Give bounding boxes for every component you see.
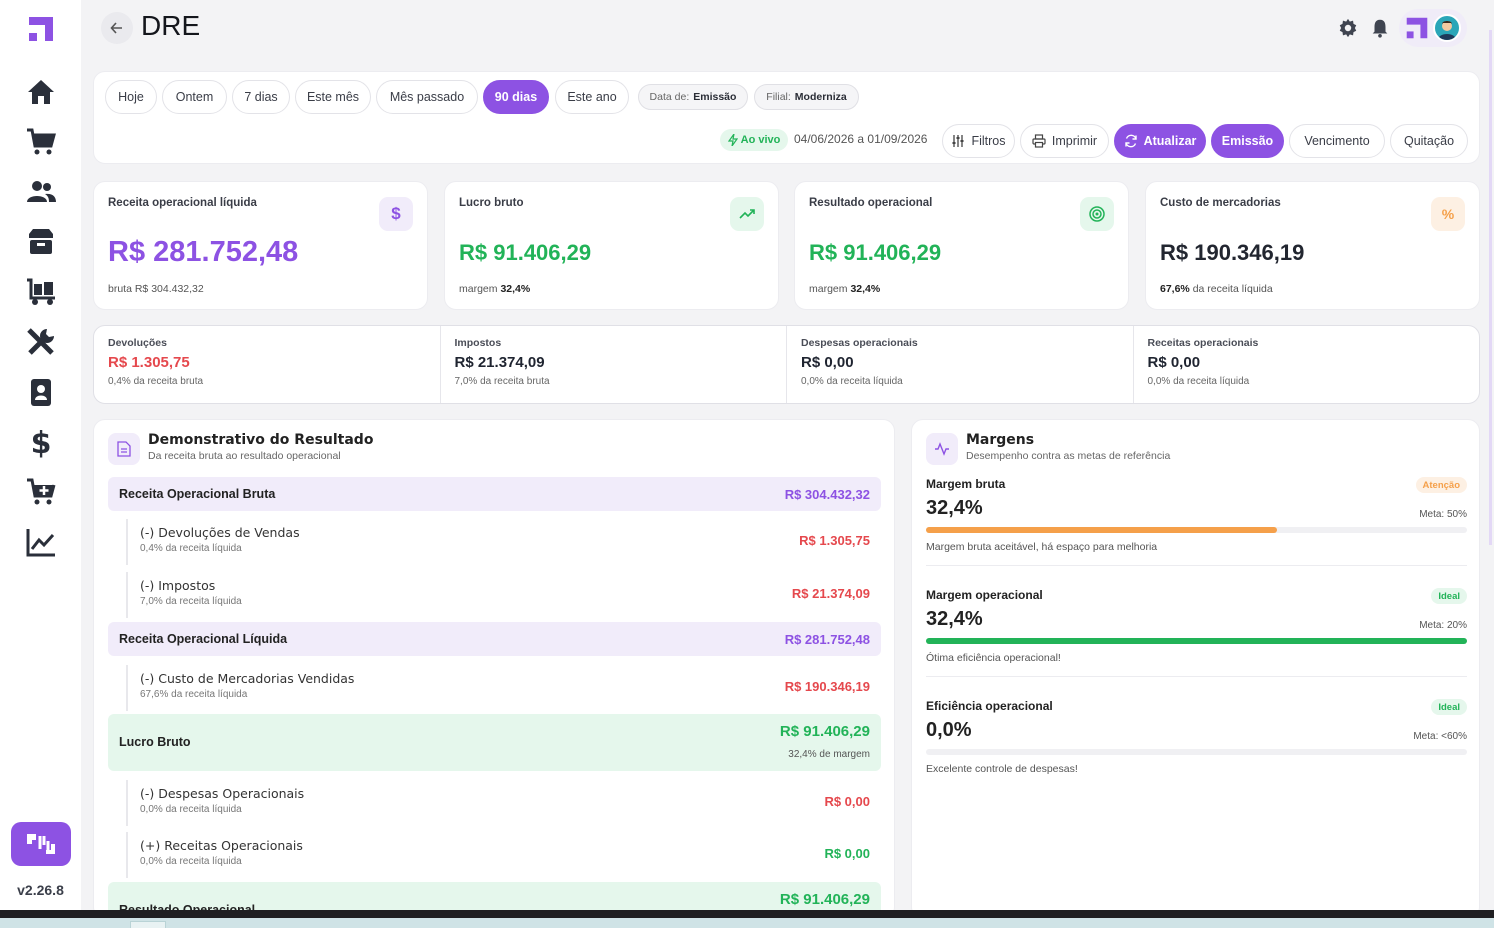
strip-devolucoes: Devoluções R$ 1.305,75 0,4% da receita b…	[94, 326, 441, 403]
scanner-button[interactable]	[11, 822, 71, 866]
kpi-sub: bruta R$ 304.432,32	[108, 283, 204, 295]
kpi-value: R$ 281.752,48	[108, 236, 299, 268]
date-range: 04/06/2026 a 01/09/2026	[794, 132, 928, 146]
progress-track	[926, 749, 1467, 755]
filters-button[interactable]: Filtros	[942, 124, 1015, 158]
home-icon[interactable]	[24, 76, 58, 108]
live-badge: Ao vivo	[720, 129, 788, 151]
printer-icon	[1032, 134, 1046, 148]
gear-icon[interactable]	[1337, 17, 1359, 39]
document-icon	[108, 433, 140, 465]
row-receitas: (+) Receitas Operacionais 0,0% da receit…	[126, 832, 881, 878]
cart-icon[interactable]	[24, 126, 58, 158]
kpi-value: R$ 190.346,19	[1160, 240, 1305, 265]
chart-line-icon[interactable]	[24, 526, 58, 558]
branch-filter[interactable]: Filial: Moderniza	[754, 84, 859, 110]
kpi-sub: margem 32,4%	[809, 283, 881, 295]
period-this-year-button[interactable]: Este ano	[555, 80, 629, 114]
filter-bar: Hoje Ontem 7 dias Este mês Mês passado 9…	[93, 71, 1480, 164]
period-yesterday-button[interactable]: Ontem	[162, 80, 227, 114]
app-version: v2.26.8	[17, 882, 64, 898]
period-last-month-button[interactable]: Mês passado	[376, 80, 478, 114]
kpi-custo-mercadorias: Custo de mercadorias % R$ 190.346,19 67,…	[1145, 181, 1480, 310]
row-lucro-bruto: Lucro Bruto R$ 91.406,29 32,4% de margem	[108, 714, 881, 771]
strip-impostos: Impostos R$ 21.374,09 7,0% da receita br…	[441, 326, 787, 403]
kpi-title: Resultado operacional	[809, 197, 933, 209]
row-cmv: (-) Custo de Mercadorias Vendidas 67,6% …	[126, 665, 881, 711]
mode-emissao-button[interactable]: Emissão	[1211, 124, 1284, 158]
percent-icon: %	[1431, 197, 1465, 231]
back-button[interactable]	[101, 12, 133, 44]
contact-icon[interactable]	[24, 376, 58, 408]
kpi-value: R$ 91.406,29	[459, 240, 592, 265]
avatar	[1433, 14, 1461, 42]
row-resultado: Resultado Operacional R$ 91.406,29	[108, 882, 881, 914]
row-devolucoes: (-) Devoluções de Vendas 0,4% da receita…	[126, 519, 881, 565]
dre-panel: Demonstrativo do Resultado Da receita br…	[93, 419, 895, 914]
summary-strip: Devoluções R$ 1.305,75 0,4% da receita b…	[93, 325, 1480, 404]
date-type-filter[interactable]: Data de: Emissão	[638, 84, 748, 110]
status-badge: Ideal	[1431, 588, 1467, 604]
sliders-icon	[952, 135, 964, 147]
row-impostos: (-) Impostos 7,0% da receita líquida R$ …	[126, 572, 881, 618]
progress-fill	[926, 638, 1467, 644]
status-badge: Ideal	[1431, 699, 1467, 715]
user-menu[interactable]	[1399, 9, 1467, 47]
kpi-lucro-bruto: Lucro bruto R$ 91.406,29 margem 32,4%	[444, 181, 779, 310]
print-button[interactable]: Imprimir	[1020, 124, 1109, 158]
bell-icon[interactable]	[1369, 17, 1391, 39]
status-badge: Atenção	[1415, 477, 1467, 493]
mode-quitacao-button[interactable]: Quitação	[1390, 124, 1468, 158]
progress-track	[926, 527, 1467, 533]
panel-title: Demonstrativo do Resultado	[148, 432, 374, 448]
tools-icon[interactable]	[24, 326, 58, 358]
panel-title: Margens	[966, 432, 1035, 448]
row-receita-liquida: Receita Operacional Líquida R$ 281.752,4…	[108, 622, 881, 656]
sidebar: $ v2.26.8	[0, 0, 81, 914]
kpi-resultado-operacional: Resultado operacional R$ 91.406,29 marge…	[794, 181, 1129, 310]
progress-track	[926, 638, 1467, 644]
dollar-icon: $	[379, 197, 413, 231]
dollar-icon[interactable]: $	[24, 426, 58, 458]
panel-subtitle: Desempenho contra as metas de referência	[966, 450, 1171, 462]
lightning-icon	[727, 134, 738, 146]
row-receita-bruta: Receita Operacional Bruta R$ 304.432,32	[108, 477, 881, 511]
margins-panel: Margens Desempenho contra as metas de re…	[911, 419, 1480, 914]
activity-icon	[926, 433, 958, 465]
cart-plus-icon[interactable]	[24, 476, 58, 508]
mode-vencimento-button[interactable]: Vencimento	[1289, 124, 1385, 158]
kpi-sub: 67,6% da receita líquida	[1160, 283, 1273, 295]
scanner-icon	[27, 834, 55, 854]
delivery-icon[interactable]	[24, 276, 58, 308]
scrollbar[interactable]	[1489, 30, 1492, 545]
kpi-title: Lucro bruto	[459, 197, 524, 209]
kpi-sub: margem 32,4%	[459, 283, 531, 295]
arrow-left-icon	[110, 22, 122, 34]
period-today-button[interactable]: Hoje	[105, 80, 157, 114]
trending-up-icon	[730, 197, 764, 231]
svg-text:$: $	[31, 426, 52, 458]
kpi-title: Receita operacional líquida	[108, 197, 257, 209]
kpi-title: Custo de mercadorias	[1160, 197, 1281, 209]
strip-despesas: Despesas operacionais R$ 0,00 0,0% da re…	[787, 326, 1134, 403]
refresh-icon	[1124, 134, 1137, 148]
progress-fill	[926, 527, 1277, 533]
refresh-button[interactable]: Atualizar	[1114, 124, 1206, 158]
kpi-value: R$ 91.406,29	[809, 240, 942, 265]
box-icon[interactable]	[24, 226, 58, 258]
target-icon	[1080, 197, 1114, 231]
users-icon[interactable]	[24, 176, 58, 208]
kpi-receita-liquida: Receita operacional líquida $ R$ 281.752…	[93, 181, 428, 310]
period-7days-button[interactable]: 7 dias	[232, 80, 290, 114]
app-logo-icon[interactable]	[27, 15, 55, 43]
period-90days-button[interactable]: 90 dias	[483, 80, 549, 114]
row-despesas: (-) Despesas Operacionais 0,0% da receit…	[126, 780, 881, 826]
panel-subtitle: Da receita bruta ao resultado operaciona…	[148, 450, 341, 462]
period-this-month-button[interactable]: Este mês	[295, 80, 371, 114]
strip-receitas: Receitas operacionais R$ 0,00 0,0% da re…	[1147, 337, 1259, 387]
page-title: DRE	[141, 10, 201, 41]
app-logo-icon	[1406, 17, 1428, 39]
